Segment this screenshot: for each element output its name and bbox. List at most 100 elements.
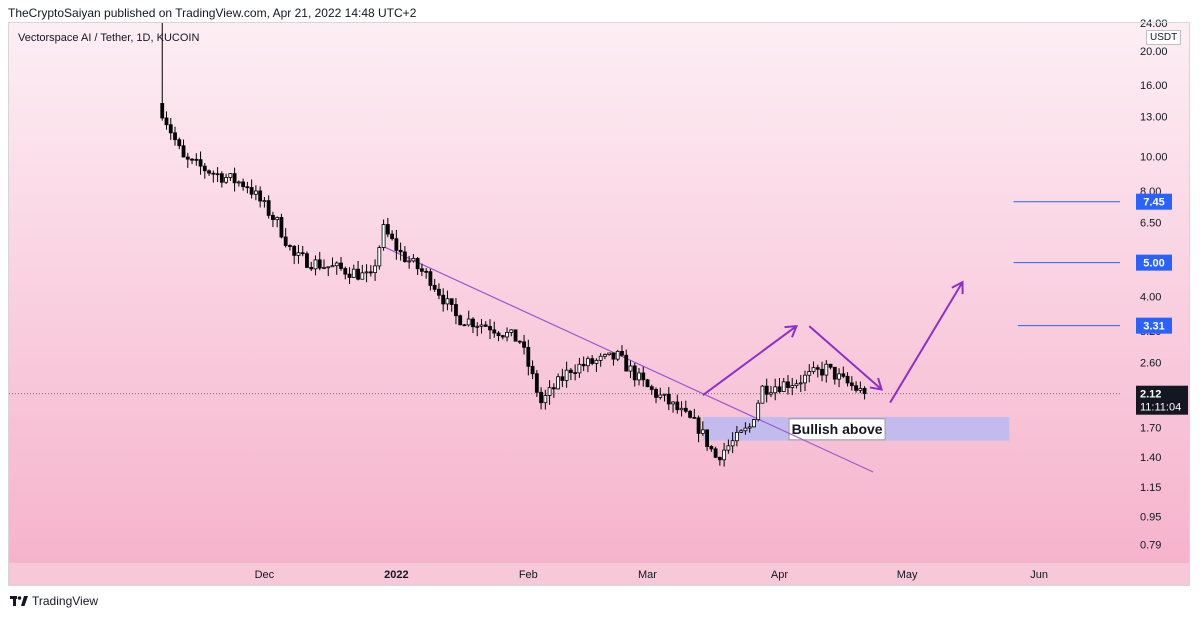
candle-body xyxy=(594,359,599,364)
candle-body xyxy=(164,117,169,126)
y-tick-label: 1.70 xyxy=(1140,422,1161,434)
time-axis-band xyxy=(9,563,1189,585)
candle xyxy=(275,216,280,228)
candle-body xyxy=(709,446,714,450)
candle xyxy=(496,331,501,342)
candle-body xyxy=(752,419,756,428)
candle-body xyxy=(483,324,488,327)
candle-body xyxy=(313,259,318,270)
candle xyxy=(330,257,335,268)
candle-body xyxy=(654,389,658,398)
candle-body xyxy=(700,429,705,434)
candle-body xyxy=(526,346,531,367)
y-tick-label: 10.00 xyxy=(1140,152,1168,164)
candle-body xyxy=(211,172,216,175)
candle-body xyxy=(577,363,582,374)
candle-body xyxy=(377,247,382,267)
candle xyxy=(607,352,612,356)
candle-body xyxy=(769,392,773,395)
candle-body xyxy=(219,173,224,183)
candle xyxy=(615,349,620,362)
candle-body xyxy=(832,366,837,380)
candle-body xyxy=(722,449,727,461)
candle-body xyxy=(560,376,565,381)
candle-body xyxy=(828,363,833,368)
level-label-bg-2 xyxy=(1136,254,1172,271)
candle-body xyxy=(624,354,629,372)
candle xyxy=(700,421,705,436)
candle xyxy=(449,298,454,312)
candle-body xyxy=(590,358,595,364)
candle-body xyxy=(658,394,663,398)
candle-body xyxy=(645,379,650,388)
candle xyxy=(211,170,216,183)
candle-body xyxy=(811,367,816,372)
candle-body xyxy=(432,284,437,290)
x-tick-label: Feb xyxy=(519,569,538,581)
candle xyxy=(564,361,569,388)
candle-body xyxy=(173,132,177,141)
candle-body xyxy=(543,395,548,404)
candle-body xyxy=(437,288,441,296)
candle-body xyxy=(258,190,263,202)
candle xyxy=(760,385,765,404)
candle xyxy=(475,322,480,337)
candle xyxy=(786,375,790,395)
candle xyxy=(343,266,348,280)
candle xyxy=(202,163,207,179)
candle-body xyxy=(492,329,497,334)
candle xyxy=(696,415,701,443)
candle xyxy=(228,173,233,181)
candle-body xyxy=(445,298,450,305)
candle xyxy=(373,259,377,281)
candle-body xyxy=(743,427,748,432)
candle-body xyxy=(458,315,463,326)
candle xyxy=(385,217,390,238)
candle-body xyxy=(705,429,709,447)
symbol-title[interactable]: Vectorspace AI / Tether, 1D, KUCOIN xyxy=(18,32,200,44)
candle xyxy=(820,361,824,382)
candle xyxy=(339,256,343,271)
candle-body xyxy=(790,385,795,388)
candle xyxy=(692,408,697,419)
candle-body xyxy=(177,139,182,147)
candle-body xyxy=(215,173,220,176)
candle xyxy=(568,367,573,381)
candle-body xyxy=(398,249,403,253)
candle xyxy=(598,353,603,367)
candle xyxy=(305,251,309,269)
candle xyxy=(466,310,471,327)
candle-body xyxy=(415,258,420,270)
candle xyxy=(505,327,509,342)
y-tick-label: 1.15 xyxy=(1140,482,1161,494)
candle-body xyxy=(441,294,446,305)
candle-body xyxy=(598,355,603,361)
candle xyxy=(573,364,578,381)
footer-brand[interactable]: TradingView xyxy=(10,594,98,608)
candle-body xyxy=(202,165,207,172)
candle xyxy=(688,409,692,419)
candle xyxy=(764,378,769,403)
x-tick-label: Jun xyxy=(1030,569,1048,581)
candle-body xyxy=(351,268,356,278)
candle xyxy=(245,181,250,194)
candle xyxy=(713,446,718,458)
candle-body xyxy=(449,298,454,305)
candle xyxy=(160,23,165,121)
candle xyxy=(543,389,548,410)
level-label-bg-1 xyxy=(1136,193,1172,210)
candle-body xyxy=(534,373,539,393)
candle-body xyxy=(241,181,246,188)
candle xyxy=(262,197,267,208)
candle-body xyxy=(275,217,280,220)
candle-body xyxy=(760,385,765,404)
candle xyxy=(628,360,633,379)
candle-body xyxy=(488,326,492,331)
candle xyxy=(547,380,552,405)
annotation-arrow-3 xyxy=(889,280,964,404)
currency-badge[interactable]: USDT xyxy=(1146,30,1182,45)
candle xyxy=(590,355,595,366)
candle xyxy=(828,363,833,370)
candle-body xyxy=(730,440,735,447)
